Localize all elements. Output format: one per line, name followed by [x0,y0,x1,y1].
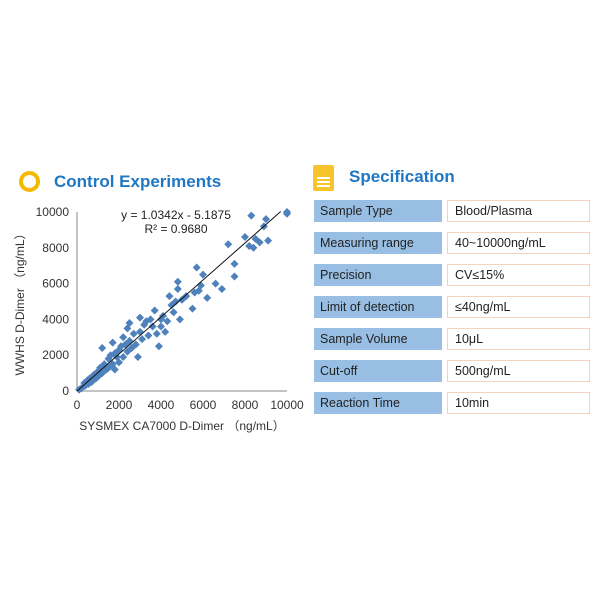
data-point [131,340,140,349]
data-point [173,284,182,293]
spec-value: CV≤15% [447,264,590,286]
y-tick-label: 2000 [42,348,69,362]
ring-icon [19,171,40,192]
data-point [182,292,191,301]
spec-label: Sample Type [314,200,442,222]
spec-label: Limit of detection [314,296,442,318]
spec-label: Sample Volume [314,328,442,350]
data-point [119,333,128,342]
data-point [283,208,291,216]
spec-row: Sample Volume 10μL [314,328,590,350]
data-point [138,335,147,344]
data-point [249,243,258,252]
trendline [76,211,282,392]
spec-value: Blood/Plasma [447,200,590,222]
spec-row: Reaction Time 10min [314,392,590,414]
data-point [148,322,157,331]
data-point [133,352,142,361]
data-point [169,308,178,317]
x-tick-label: 10000 [270,398,304,412]
data-point [199,270,207,279]
data-point [165,292,174,301]
data-point [230,259,239,268]
data-point [188,304,197,313]
spec-label: Precision [314,264,442,286]
data-point [136,313,144,322]
y-tick-label: 0 [62,384,69,398]
data-point [98,344,107,353]
y-axis-label: WWHS D-Dimer （ng/mL） [13,227,27,375]
data-point [211,279,220,288]
data-point [192,263,201,272]
spec-row: Precision CV≤15% [314,264,590,286]
data-point [119,352,128,361]
spec-row: Sample Type Blood/Plasma [314,200,590,222]
spec-label: Measuring range [314,232,442,254]
spec-value: ≤40ng/mL [447,296,590,318]
data-point [108,338,117,347]
spec-label: Reaction Time [314,392,442,414]
x-tick-label: 8000 [232,398,259,412]
data-point [129,329,138,338]
specification-title: Specification [349,167,455,186]
trendline-equation: y = 1.0342x - 5.1875 [121,208,231,222]
data-point [262,215,270,224]
y-tick-label: 4000 [42,312,69,326]
y-tick-label: 10000 [36,205,70,219]
r-squared: R² = 0.9680 [144,222,207,236]
data-point [264,236,273,245]
spec-label: Cut-off [314,360,442,382]
spec-value: 10min [447,392,590,414]
data-point [163,317,172,326]
spec-value: 10μL [447,328,590,350]
data-point [115,358,123,367]
data-point [125,318,134,327]
data-point [110,365,119,374]
data-point [175,315,184,324]
x-axis-label: SYSMEX CA7000 D-Dimer （ng/mL） [79,419,284,433]
x-tick-label: 6000 [190,398,217,412]
data-point [224,240,233,249]
data-point [146,315,155,324]
data-point [255,238,264,247]
data-point [241,233,249,242]
x-tick-label: 0 [74,398,81,412]
data-point [247,211,256,220]
data-point [136,327,144,336]
x-tick-label: 4000 [148,398,175,412]
spec-row: Measuring range 40~10000ng/mL [314,232,590,254]
certificate-icon [313,165,334,191]
x-tick-label: 2000 [106,398,133,412]
data-point [173,277,182,286]
spec-value: 40~10000ng/mL [447,232,590,254]
data-point [171,297,180,306]
control-experiments-title: Control Experiments [54,172,222,191]
data-point [161,327,170,336]
y-tick-label: 6000 [42,277,69,291]
data-point [154,342,163,351]
spec-value: 500ng/mL [447,360,590,382]
data-point [150,306,159,315]
data-point [157,322,165,331]
spec-row: Cut-off 500ng/mL [314,360,590,382]
spec-row: Limit of detection ≤40ng/mL [314,296,590,318]
data-point [230,272,239,281]
data-point [144,331,153,340]
data-point [203,293,212,302]
data-point [152,329,161,338]
y-tick-label: 8000 [42,241,69,255]
data-point [217,284,226,293]
